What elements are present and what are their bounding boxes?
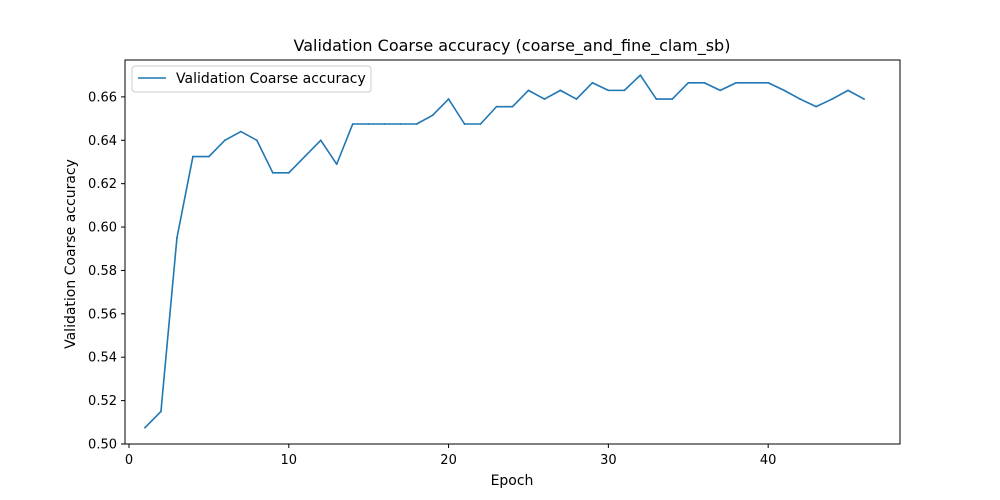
data-point xyxy=(783,89,786,92)
data-point xyxy=(303,155,306,158)
y-axis: 0.50 0.52 0.54 0.56 0.58 0.60 0.62 0.64 0.66 xyxy=(88,90,125,453)
data-point xyxy=(863,98,865,100)
x-tick-label: 10 xyxy=(281,453,298,468)
data-point xyxy=(223,139,226,142)
data-point xyxy=(271,171,274,174)
x-tick-label: 0 xyxy=(125,453,133,468)
data-point xyxy=(160,410,162,413)
data-point xyxy=(799,98,802,100)
legend-label: Validation Coarse accuracy xyxy=(176,71,366,87)
data-point xyxy=(607,89,610,92)
data-point xyxy=(415,123,418,125)
data-point xyxy=(575,98,578,100)
x-tick-label: 40 xyxy=(760,453,777,468)
data-point xyxy=(543,98,546,100)
y-axis-label: Validation Coarse accuracy xyxy=(63,159,79,349)
x-axis: 0 10 20 30 40 xyxy=(125,444,777,468)
data-point xyxy=(847,89,849,92)
data-point xyxy=(671,98,674,100)
data-point xyxy=(479,123,482,125)
data-point xyxy=(239,130,242,133)
data-point xyxy=(703,81,706,84)
data-point xyxy=(655,98,658,100)
data-point xyxy=(399,123,402,125)
y-tick-label: 0.54 xyxy=(88,351,117,366)
y-tick-label: 0.60 xyxy=(88,221,117,236)
y-tick-label: 0.62 xyxy=(88,177,117,192)
y-tick-label: 0.52 xyxy=(88,394,117,409)
data-point xyxy=(207,155,210,158)
data-point xyxy=(431,114,434,117)
data-point xyxy=(511,105,514,108)
series-line-0 xyxy=(144,74,865,429)
x-tick-label: 20 xyxy=(440,453,457,468)
legend: Validation Coarse accuracy xyxy=(131,65,372,93)
data-point xyxy=(719,89,722,92)
data-point xyxy=(351,123,354,125)
data-point xyxy=(623,89,626,92)
data-point xyxy=(831,98,833,100)
data-point xyxy=(639,74,642,77)
data-point xyxy=(527,89,530,92)
x-tick-label: 30 xyxy=(600,453,617,468)
plot-area xyxy=(124,59,901,445)
plot-frame xyxy=(124,59,901,445)
y-tick-label: 0.66 xyxy=(88,90,117,105)
data-point xyxy=(447,98,450,100)
data-point xyxy=(591,81,594,84)
data-point xyxy=(287,171,290,174)
data-point xyxy=(687,81,690,84)
data-point xyxy=(383,123,386,125)
data-point xyxy=(767,81,770,84)
data-point xyxy=(319,139,322,142)
plot-background xyxy=(125,60,900,444)
data-point xyxy=(463,123,466,125)
data-point xyxy=(192,155,194,158)
chart-title: Validation Coarse accuracy (coarse_and_f… xyxy=(294,36,731,56)
data-point xyxy=(144,426,146,429)
data-point xyxy=(367,123,370,125)
y-tick-label: 0.56 xyxy=(88,307,117,322)
data-point xyxy=(815,105,818,108)
y-tick-label: 0.58 xyxy=(88,264,117,279)
data-point xyxy=(176,237,178,239)
y-tick-label: 0.64 xyxy=(88,134,117,149)
data-point xyxy=(751,81,754,84)
data-point xyxy=(559,89,562,92)
data-point xyxy=(335,163,338,166)
legend-box xyxy=(131,65,372,93)
y-tick-label: 0.50 xyxy=(88,438,117,453)
data-point xyxy=(735,81,738,84)
data-point xyxy=(495,105,498,108)
x-axis-label: Epoch xyxy=(491,473,534,489)
data-point xyxy=(255,139,258,142)
